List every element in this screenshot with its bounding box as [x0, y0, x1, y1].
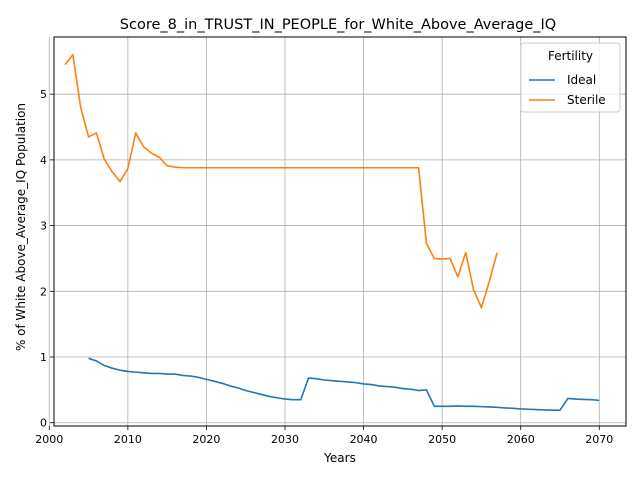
x-tick-label: 2020 [192, 433, 220, 446]
y-tick-label: 4 [40, 154, 47, 167]
y-axis-label: % of White Above_Average_IQ Population [14, 103, 28, 351]
x-tick-label: 2070 [585, 433, 613, 446]
legend-title: Fertility [548, 49, 593, 63]
chart-title: Score_8_in_TRUST_IN_PEOPLE_for_White_Abo… [120, 17, 556, 33]
legend-label-ideal: Ideal [567, 73, 596, 87]
y-tick-label: 3 [40, 220, 47, 233]
x-tick-label: 2010 [114, 433, 142, 446]
x-tick-label: 2040 [350, 433, 378, 446]
y-tick-label: 2 [40, 285, 47, 298]
x-axis-label: Years [323, 451, 356, 465]
y-tick-label: 1 [40, 351, 47, 364]
legend-label-sterile: Sterile [567, 93, 606, 107]
y-tick-label: 0 [40, 417, 47, 430]
x-tick-label: 2050 [428, 433, 456, 446]
x-tick-label: 2060 [507, 433, 535, 446]
y-tick-label: 5 [40, 88, 47, 101]
legend: Fertility Ideal Sterile [521, 43, 620, 112]
x-tick-label: 2030 [271, 433, 299, 446]
x-tick-label: 2000 [35, 433, 63, 446]
